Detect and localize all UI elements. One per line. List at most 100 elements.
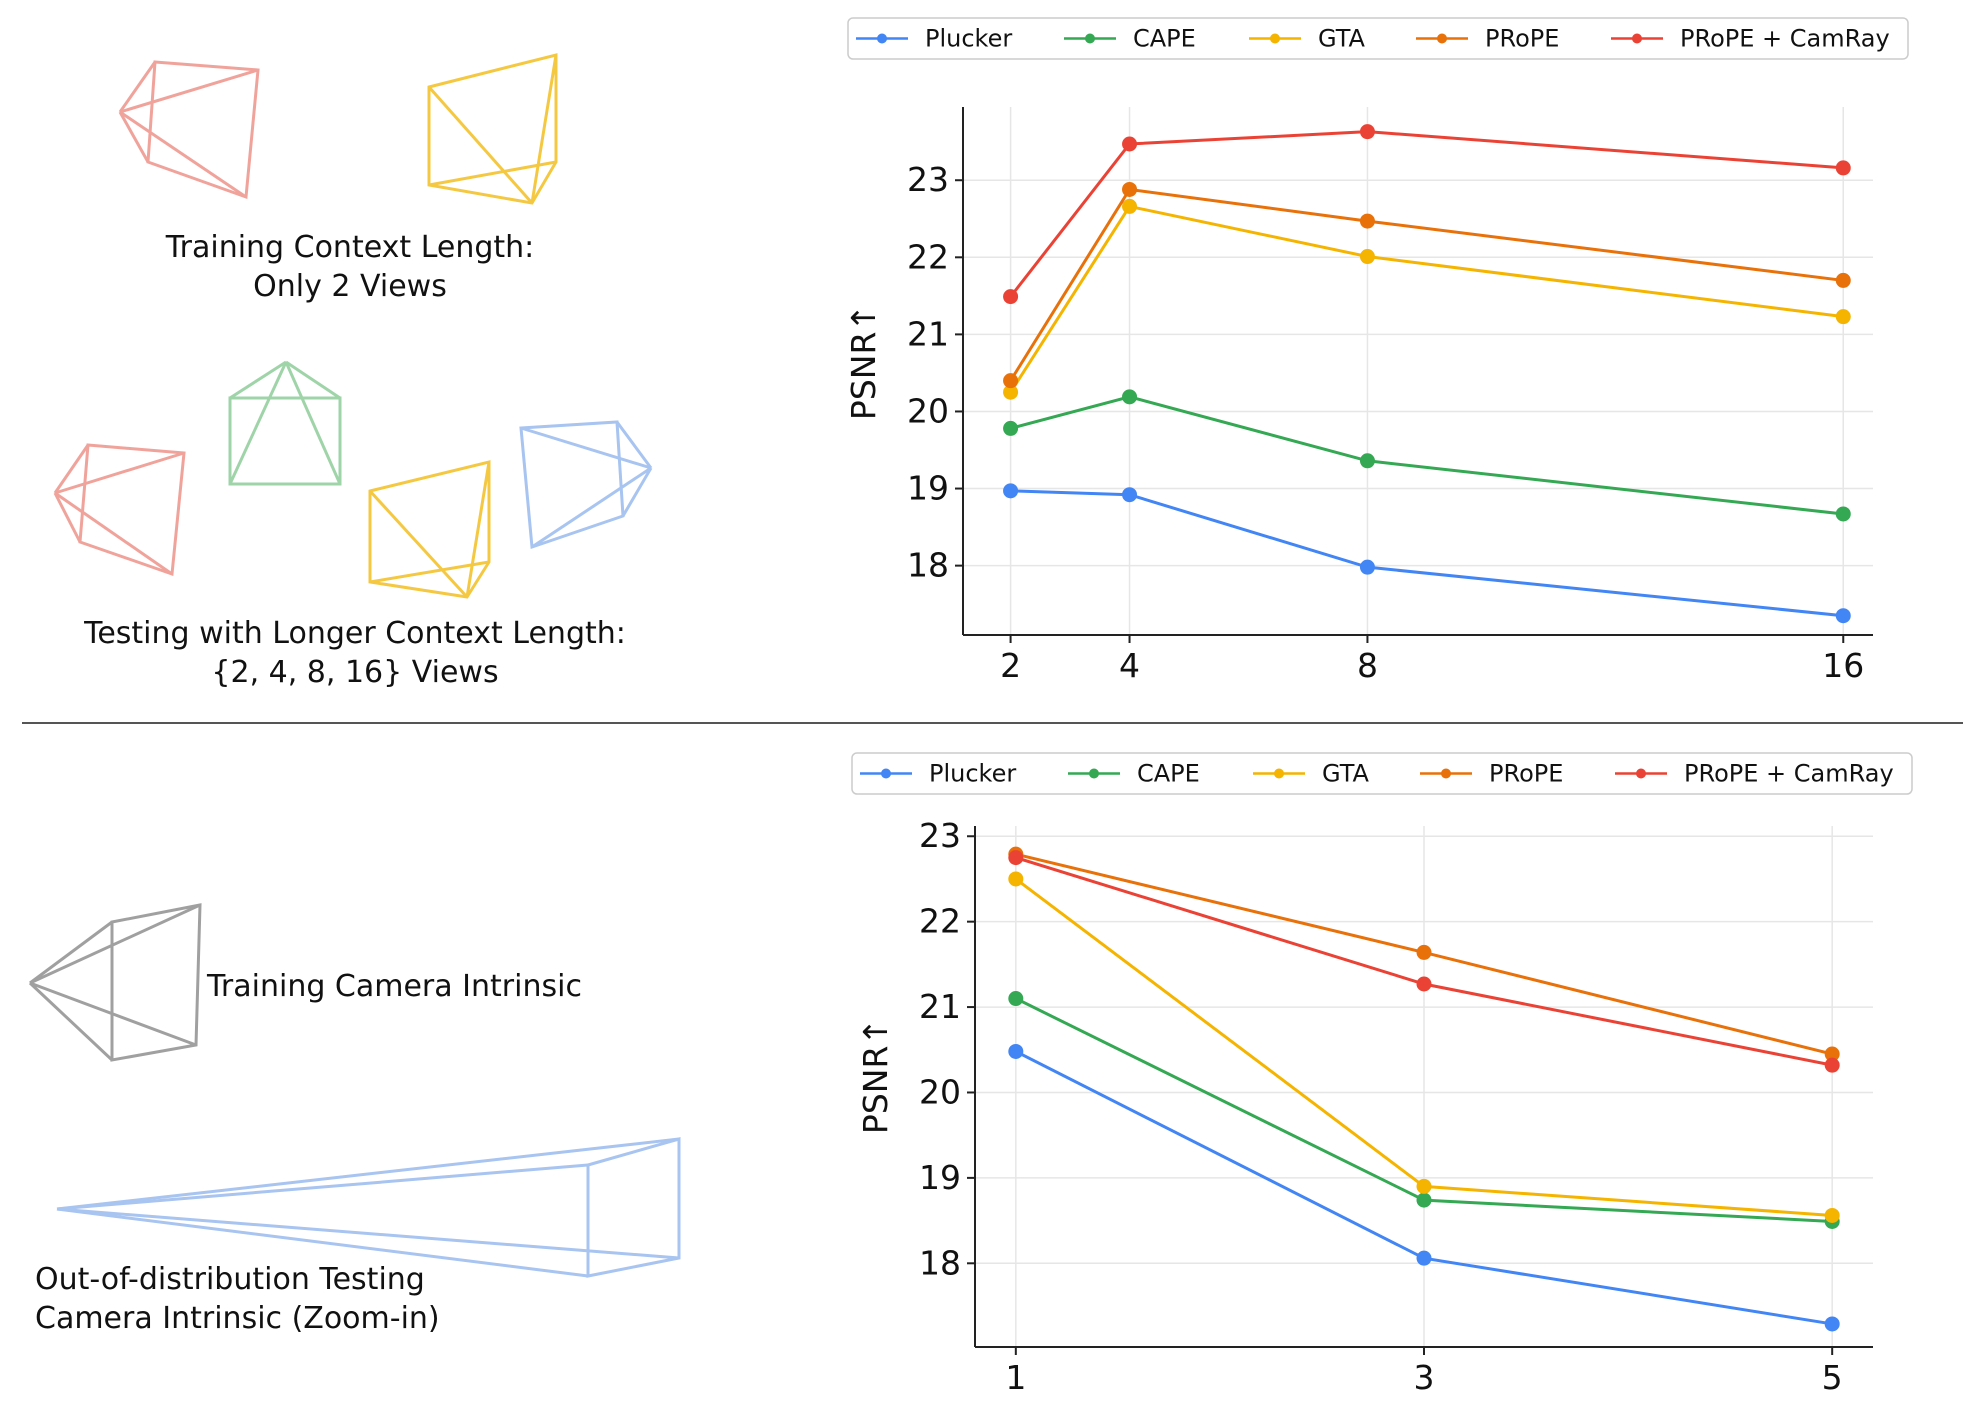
data-point bbox=[1824, 1316, 1840, 1332]
camera-yellow-icon bbox=[368, 460, 491, 599]
x-tick-label: 2 bbox=[1000, 646, 1021, 685]
y-tick-label: 18 bbox=[907, 546, 949, 585]
data-point bbox=[1835, 272, 1851, 288]
caption-line: Camera Intrinsic (Zoom-in) bbox=[35, 1301, 440, 1336]
data-point bbox=[1003, 483, 1019, 499]
legend-label: GTA bbox=[1318, 25, 1366, 53]
legend-marker bbox=[881, 768, 891, 779]
y-tick-label: 20 bbox=[919, 1072, 961, 1111]
series-line bbox=[1009, 204, 1844, 394]
caption-line: {2, 4, 8, 16} Views bbox=[211, 655, 499, 690]
legend-marker bbox=[1089, 768, 1099, 779]
data-point bbox=[1003, 384, 1019, 400]
x-tick-label: 4 bbox=[1119, 646, 1140, 685]
data-point bbox=[1122, 389, 1138, 405]
ood-intrinsic-caption: Out-of-distribution Testing Camera Intri… bbox=[35, 1260, 535, 1338]
y-tick-label: 19 bbox=[907, 469, 949, 508]
data-point bbox=[1359, 249, 1375, 265]
legend-label: Plucker bbox=[929, 760, 1016, 788]
legend-marker bbox=[1270, 33, 1280, 44]
data-point bbox=[1003, 420, 1019, 436]
caption-line: Only 2 Views bbox=[253, 269, 447, 304]
y-tick-label: 20 bbox=[907, 391, 949, 430]
x-tick-label: 1 bbox=[1005, 1358, 1026, 1397]
legend-label: CAPE bbox=[1133, 25, 1196, 53]
camera-zoom-icon bbox=[56, 1137, 681, 1278]
legend-marker bbox=[1437, 33, 1447, 44]
series-line bbox=[1010, 395, 1844, 516]
legend-marker bbox=[877, 33, 887, 44]
x-tick-label: 3 bbox=[1414, 1358, 1435, 1397]
data-point bbox=[1008, 850, 1024, 866]
camera-gray-icon bbox=[28, 903, 202, 1062]
data-point bbox=[1416, 1178, 1432, 1194]
legend-marker bbox=[1441, 768, 1451, 779]
training-intrinsic-caption: Training Camera Intrinsic bbox=[207, 967, 627, 1006]
series-line bbox=[1009, 130, 1844, 298]
y-tick-label: 21 bbox=[919, 987, 961, 1026]
data-point bbox=[1359, 124, 1375, 140]
camera-blue-icon bbox=[519, 420, 653, 550]
y-tick-label: 23 bbox=[919, 816, 961, 855]
data-point bbox=[1122, 487, 1138, 503]
data-point bbox=[1122, 181, 1138, 197]
y-tick-label: 19 bbox=[919, 1158, 961, 1197]
series-line bbox=[1009, 187, 1844, 382]
data-point bbox=[1359, 559, 1375, 575]
x-tick-label: 16 bbox=[1822, 646, 1864, 685]
data-point bbox=[1824, 1207, 1840, 1223]
training-context-caption: Training Context Length: Only 2 Views bbox=[90, 228, 610, 306]
section-divider bbox=[22, 722, 1963, 724]
data-point bbox=[1359, 213, 1375, 229]
data-point bbox=[1003, 373, 1019, 389]
data-point bbox=[1008, 991, 1024, 1007]
data-point bbox=[1122, 198, 1138, 214]
data-point bbox=[1003, 289, 1019, 305]
data-point bbox=[1416, 1250, 1432, 1266]
legend-label: GTA bbox=[1322, 760, 1370, 788]
data-point bbox=[1824, 1057, 1840, 1073]
data-point bbox=[1008, 871, 1024, 887]
legend-label: PRoPE bbox=[1489, 760, 1563, 788]
legend-label: CAPE bbox=[1137, 760, 1200, 788]
caption-line: Training Context Length: bbox=[165, 230, 535, 265]
data-point bbox=[1835, 608, 1851, 624]
legend-label: PRoPE + CamRay bbox=[1680, 25, 1890, 53]
y-tick-label: 23 bbox=[907, 160, 949, 199]
caption-line: Training Camera Intrinsic bbox=[207, 969, 582, 1004]
camera-green-icon bbox=[228, 360, 342, 486]
y-tick-label: 21 bbox=[907, 314, 949, 353]
legend-marker bbox=[1274, 768, 1284, 779]
y-tick-label: 22 bbox=[907, 237, 949, 276]
data-point bbox=[1008, 1043, 1024, 1059]
y-axis-label: PSNR↑ bbox=[844, 304, 883, 420]
camera-yellow-icon bbox=[427, 53, 558, 205]
legend-label: PRoPE bbox=[1485, 25, 1559, 53]
data-point bbox=[1824, 1046, 1840, 1062]
testing-context-caption: Testing with Longer Context Length: {2, … bbox=[30, 614, 680, 692]
x-tick-label: 5 bbox=[1822, 1358, 1843, 1397]
legend-box bbox=[851, 752, 1913, 795]
legend-marker bbox=[1632, 33, 1642, 44]
legend-marker bbox=[1085, 33, 1095, 44]
legend-box bbox=[847, 17, 1909, 60]
camera-red-icon bbox=[53, 443, 186, 577]
legend-marker bbox=[1636, 768, 1646, 779]
data-point bbox=[1416, 944, 1432, 960]
data-point bbox=[1416, 1192, 1432, 1208]
legend-label: PRoPE + CamRay bbox=[1684, 760, 1894, 788]
camera-red-icon bbox=[118, 60, 260, 200]
x-tick-label: 8 bbox=[1357, 646, 1378, 685]
data-point bbox=[1835, 309, 1851, 325]
y-tick-label: 18 bbox=[919, 1243, 961, 1282]
data-point bbox=[1122, 136, 1138, 152]
data-point bbox=[1359, 453, 1375, 469]
y-tick-label: 22 bbox=[919, 902, 961, 941]
series-line bbox=[1010, 489, 1844, 618]
legend-label: Plucker bbox=[925, 25, 1012, 53]
caption-line: Testing with Longer Context Length: bbox=[84, 616, 626, 651]
data-point bbox=[1835, 506, 1851, 522]
